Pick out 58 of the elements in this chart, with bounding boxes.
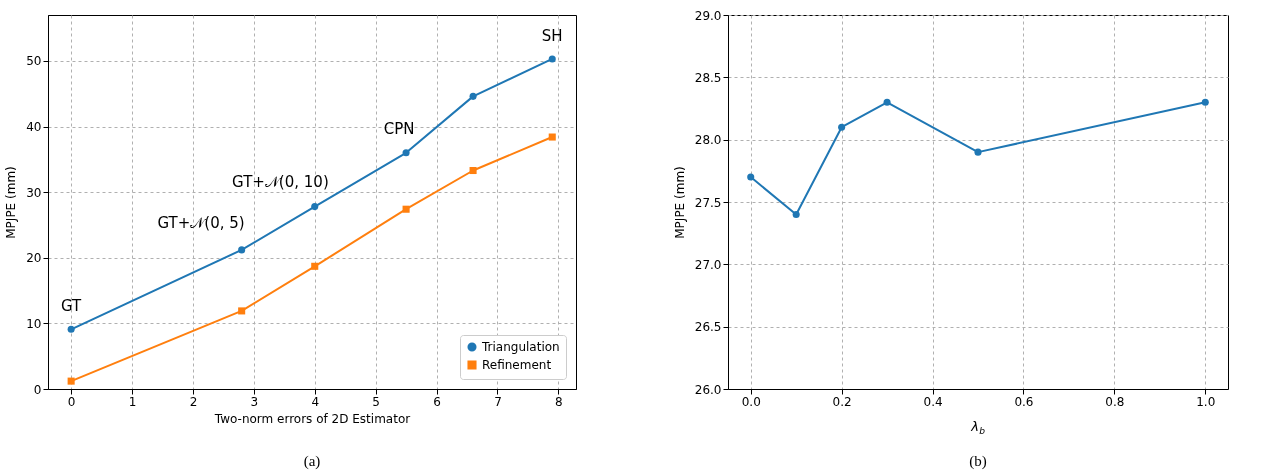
point [311,203,319,211]
point [548,133,556,141]
x-tick-label: 5 [372,394,380,409]
point [402,205,410,213]
y-tick-label: 26.0 [694,382,722,397]
x-tick-label: 4 [311,394,320,409]
point [238,246,246,254]
point [792,210,800,218]
point [311,262,319,270]
annotation: CPN [383,119,415,138]
annotation: SH [541,26,563,45]
x-tick-label: 0 [67,394,76,409]
text: (a) [303,453,321,470]
y-tick-label: 10 [26,316,42,331]
point [238,307,246,315]
x-tick-label: 0.8 [1105,394,1125,409]
point [67,325,75,333]
x-tick-label: 0.2 [832,394,852,409]
x-tick-label: 6 [433,394,441,409]
point [548,55,556,63]
text: (b) [969,453,987,470]
x-tick-label: 0.0 [741,394,761,409]
x-tick-label: 0.4 [923,394,943,409]
x-axis-title: Two-norm errors of 2D Estimator [213,411,411,426]
point [974,148,982,156]
point [402,149,410,157]
y-tick-label: 28.0 [694,133,722,148]
point [1201,98,1209,106]
y-tick-label: 40 [26,120,42,135]
legend-label: Refinement [482,358,552,372]
point [838,123,846,131]
point [883,98,891,106]
x-tick-label: 7 [494,394,502,409]
y-tick-label: 20 [26,251,42,266]
y-tick-label: 29.0 [694,8,722,23]
annotation: GT+𝒩(0, 5) [157,213,245,232]
x-tick-label: 8 [555,394,563,409]
x-tick-label: 2 [189,394,198,409]
x-tick-label: 1.0 [1196,394,1216,409]
y-tick-label: 27.0 [694,257,722,272]
annotation: GT [61,297,83,316]
y-tick-label: 0 [33,382,42,397]
point [469,92,477,100]
annotation: GT+𝒩(0, 10) [232,172,329,191]
y-axis-title: MPJPE (mm) [4,166,19,239]
legend-label: Triangulation [481,340,560,354]
y-tick-label: 27.5 [694,195,722,210]
y-tick-label: 26.5 [694,320,722,335]
y-tick-label: 28.5 [694,70,722,85]
y-tick-label: 30 [26,185,42,200]
y-axis-title: MPJPE (mm) [672,166,687,239]
y-tick-label: 50 [26,54,42,69]
x-tick-label: 0.6 [1014,394,1034,409]
x-tick-label: 3 [250,394,259,409]
x-tick-label: 1 [128,394,137,409]
point [469,166,477,175]
point [747,173,755,181]
point [67,377,75,385]
